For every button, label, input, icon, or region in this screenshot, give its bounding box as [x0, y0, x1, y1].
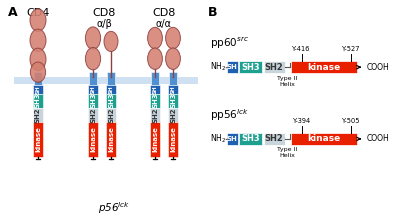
Text: kinase: kinase	[152, 127, 158, 152]
FancyBboxPatch shape	[106, 108, 116, 122]
Ellipse shape	[30, 48, 46, 71]
FancyBboxPatch shape	[290, 61, 357, 73]
Text: B: B	[208, 6, 218, 19]
Text: SH2: SH2	[35, 107, 41, 123]
FancyBboxPatch shape	[168, 122, 178, 157]
FancyBboxPatch shape	[169, 72, 177, 85]
Text: kinase: kinase	[90, 127, 96, 152]
Text: SH2: SH2	[108, 107, 114, 123]
Text: kinase: kinase	[170, 127, 176, 152]
Text: SH3: SH3	[108, 93, 114, 108]
Ellipse shape	[166, 48, 180, 69]
FancyBboxPatch shape	[227, 61, 238, 73]
FancyBboxPatch shape	[168, 85, 178, 94]
Text: Y-394: Y-394	[292, 118, 311, 124]
Text: α/β: α/β	[96, 19, 112, 29]
Text: SH3: SH3	[152, 93, 158, 108]
FancyBboxPatch shape	[239, 133, 262, 145]
FancyBboxPatch shape	[33, 85, 43, 94]
Ellipse shape	[104, 31, 118, 52]
FancyBboxPatch shape	[88, 122, 98, 157]
FancyBboxPatch shape	[151, 72, 159, 85]
FancyBboxPatch shape	[150, 85, 160, 94]
Text: kinase: kinase	[35, 127, 41, 152]
FancyBboxPatch shape	[34, 72, 42, 85]
Text: p56$^{lck}$: p56$^{lck}$	[98, 200, 130, 216]
FancyBboxPatch shape	[33, 108, 43, 122]
Text: SH3: SH3	[90, 93, 96, 108]
Text: SH2: SH2	[265, 134, 284, 143]
Text: SH: SH	[170, 85, 176, 94]
Text: SH: SH	[152, 85, 158, 94]
Text: Y-505: Y-505	[342, 118, 360, 124]
Ellipse shape	[148, 48, 162, 69]
Text: kinase: kinase	[108, 127, 114, 152]
FancyBboxPatch shape	[239, 61, 262, 73]
Text: pp56$^{lck}$: pp56$^{lck}$	[210, 108, 249, 123]
Text: CD4: CD4	[26, 8, 50, 18]
Ellipse shape	[30, 9, 46, 31]
Text: SH: SH	[108, 85, 114, 94]
FancyBboxPatch shape	[106, 122, 116, 157]
Text: Y-527: Y-527	[342, 46, 360, 52]
Text: SH2: SH2	[265, 63, 284, 72]
FancyBboxPatch shape	[88, 85, 98, 94]
FancyBboxPatch shape	[106, 85, 116, 94]
FancyBboxPatch shape	[106, 94, 116, 108]
FancyBboxPatch shape	[14, 77, 198, 84]
Text: SH3: SH3	[241, 63, 260, 72]
FancyBboxPatch shape	[227, 133, 238, 145]
Text: SH3: SH3	[35, 93, 41, 108]
Text: SH3: SH3	[241, 134, 260, 143]
FancyBboxPatch shape	[168, 94, 178, 108]
Text: COOH: COOH	[366, 63, 389, 72]
FancyBboxPatch shape	[89, 72, 97, 85]
Text: CD8: CD8	[152, 8, 176, 18]
FancyBboxPatch shape	[107, 72, 115, 85]
Text: NH$_2$: NH$_2$	[210, 61, 226, 73]
Text: Type II
Helix: Type II Helix	[277, 76, 297, 86]
Text: SH: SH	[227, 136, 238, 142]
Ellipse shape	[86, 27, 101, 49]
FancyBboxPatch shape	[264, 61, 285, 73]
FancyBboxPatch shape	[290, 133, 357, 145]
Text: kinase: kinase	[307, 134, 340, 143]
Text: COOH: COOH	[366, 134, 389, 143]
Text: CD8: CD8	[92, 8, 116, 18]
Text: pp60$^{src}$: pp60$^{src}$	[210, 36, 249, 51]
Text: A: A	[8, 6, 18, 19]
Text: α/α: α/α	[156, 19, 172, 29]
FancyBboxPatch shape	[88, 94, 98, 108]
FancyBboxPatch shape	[150, 122, 160, 157]
Text: NH$_2$: NH$_2$	[210, 133, 226, 145]
Text: SH: SH	[90, 85, 96, 94]
Text: kinase: kinase	[307, 63, 340, 72]
Text: SH: SH	[36, 85, 40, 94]
FancyBboxPatch shape	[88, 108, 98, 122]
Ellipse shape	[30, 29, 46, 52]
FancyBboxPatch shape	[150, 108, 160, 122]
Text: Y-416: Y-416	[292, 46, 311, 52]
FancyBboxPatch shape	[264, 133, 285, 145]
Text: SH: SH	[227, 64, 238, 70]
Text: SH2: SH2	[90, 107, 96, 123]
Ellipse shape	[148, 27, 162, 49]
FancyBboxPatch shape	[168, 108, 178, 122]
Ellipse shape	[86, 47, 101, 70]
Text: SH3: SH3	[170, 93, 176, 108]
FancyBboxPatch shape	[33, 94, 43, 108]
Ellipse shape	[30, 62, 46, 82]
Ellipse shape	[166, 27, 180, 49]
FancyBboxPatch shape	[150, 94, 160, 108]
Text: SH2: SH2	[170, 107, 176, 123]
Text: SH2: SH2	[152, 107, 158, 123]
FancyBboxPatch shape	[33, 122, 43, 157]
Text: Type II
Helix: Type II Helix	[277, 147, 297, 158]
